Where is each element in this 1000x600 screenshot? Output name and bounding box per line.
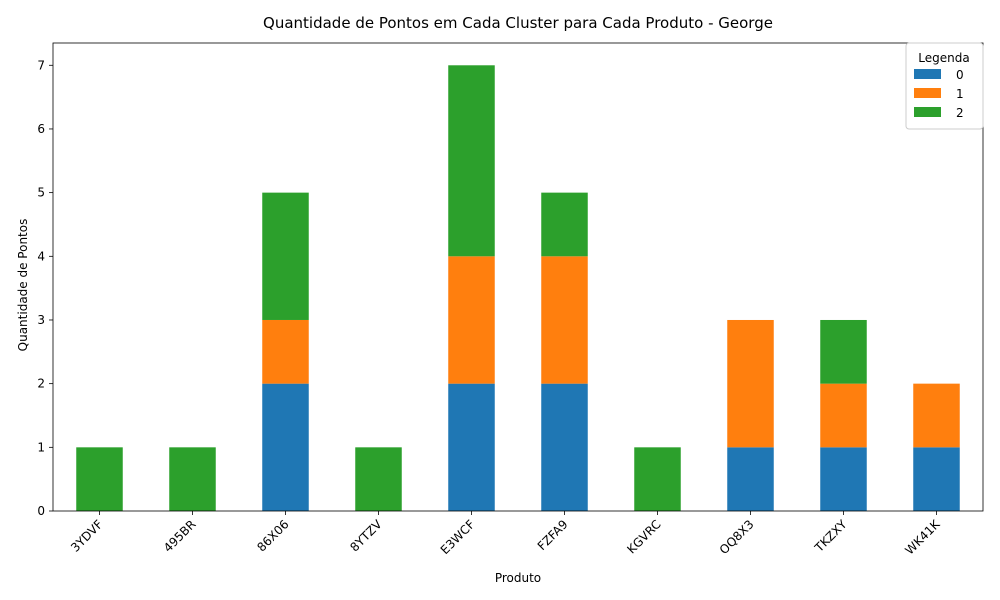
x-tick-label: KGVRC bbox=[624, 517, 663, 556]
legend-swatch-0 bbox=[914, 69, 941, 79]
x-tick-label: TKZXY bbox=[811, 517, 850, 556]
bar-FZFA9-series-1 bbox=[541, 256, 588, 384]
legend: Legenda 0 1 2 bbox=[905, 42, 984, 130]
y-axis-label: Quantidade de Pontos bbox=[16, 219, 30, 352]
bar-FZFA9-series-2 bbox=[541, 192, 588, 257]
x-tick-label: WK41K bbox=[902, 516, 943, 557]
bar-FZFA9-series-0 bbox=[541, 383, 588, 511]
x-tick-label: OQ8X3 bbox=[717, 517, 757, 557]
plot-frame bbox=[52, 42, 984, 512]
bar-E3WCF-series-1 bbox=[448, 256, 495, 384]
y-axis: 0 1 2 3 4 5 6 7 bbox=[37, 58, 53, 518]
chart-title: Quantidade de Pontos em Cada Cluster par… bbox=[263, 14, 773, 32]
legend-label-2: 2 bbox=[956, 106, 964, 120]
y-tick-label: 1 bbox=[37, 440, 45, 454]
x-tick-label: 8YTZV bbox=[347, 517, 385, 555]
y-tick-label: 7 bbox=[37, 58, 45, 72]
legend-swatch-2 bbox=[914, 107, 941, 117]
bar-495BR-series-2 bbox=[169, 447, 216, 511]
x-tick-label: 3YDVF bbox=[68, 517, 106, 555]
x-tick-label: 86X06 bbox=[254, 517, 291, 554]
bar-3YDVF-series-2 bbox=[76, 447, 123, 511]
bar-E3WCF-series-2 bbox=[448, 65, 495, 257]
x-tick-label: 495BR bbox=[161, 517, 199, 555]
bar-TKZXY-series-2 bbox=[820, 319, 867, 384]
legend-swatch-1 bbox=[914, 88, 941, 98]
y-tick-label: 3 bbox=[37, 313, 45, 327]
y-tick-label: 0 bbox=[37, 504, 45, 518]
bar-WK41K-series-0 bbox=[913, 447, 960, 511]
bar-86X06-series-2 bbox=[262, 192, 309, 320]
bar-86X06-series-0 bbox=[262, 383, 309, 511]
x-tick-label: FZFA9 bbox=[535, 517, 571, 553]
bar-OQ8X3-series-1 bbox=[727, 319, 774, 448]
legend-label-1: 1 bbox=[956, 87, 964, 101]
x-tick-label: E3WCF bbox=[438, 517, 478, 557]
bar-8YTZV-series-2 bbox=[355, 447, 402, 511]
bar-KGVRC-series-2 bbox=[634, 447, 681, 511]
bar-OQ8X3-series-0 bbox=[727, 447, 774, 511]
y-tick-label: 5 bbox=[37, 186, 45, 200]
bar-86X06-series-1 bbox=[262, 319, 309, 384]
bar-WK41K-series-1 bbox=[913, 383, 960, 448]
x-axis-label: Produto bbox=[495, 571, 541, 585]
plot-area bbox=[52, 42, 984, 512]
bar-TKZXY-series-0 bbox=[820, 447, 867, 511]
y-tick-label: 2 bbox=[37, 377, 45, 391]
legend-label-0: 0 bbox=[956, 68, 964, 82]
legend-title: Legenda bbox=[918, 51, 969, 65]
bar-E3WCF-series-0 bbox=[448, 383, 495, 511]
x-axis: 3YDVF 495BR 86X06 8YTZV E3WCF FZFA9 KGVRC OQ8X3… bbox=[68, 511, 943, 557]
bar-TKZXY-series-1 bbox=[820, 383, 867, 448]
y-tick-label: 6 bbox=[37, 122, 45, 136]
y-tick-label: 4 bbox=[37, 249, 45, 263]
